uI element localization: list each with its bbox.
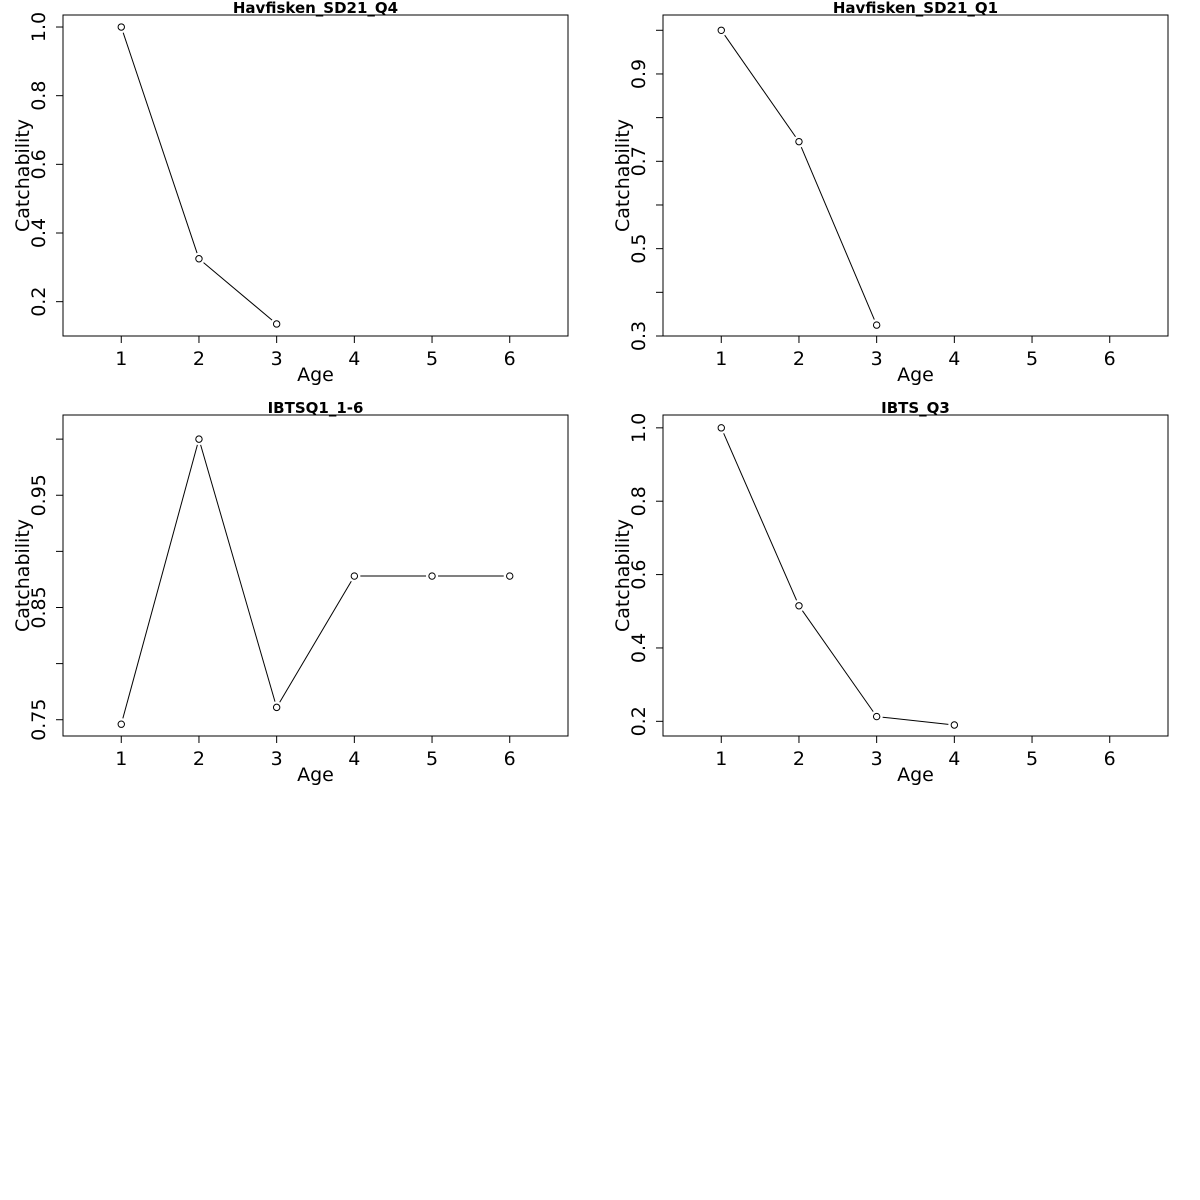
x-tick-label: 4 (348, 348, 360, 370)
y-tick-label: 0.2 (28, 287, 50, 317)
series-segment (882, 716, 949, 725)
y-tick-label: 0.6 (28, 149, 50, 179)
x-tick-label: 2 (793, 348, 805, 370)
plot-frame (662, 414, 1169, 737)
y-tick-label: 0.3 (628, 321, 650, 351)
data-point (872, 321, 881, 329)
y-tick-label: 1.0 (628, 413, 650, 443)
data-point (272, 703, 281, 712)
series-segment (801, 610, 874, 712)
x-tick-label: 3 (871, 348, 883, 370)
plot-frame (662, 14, 1169, 337)
x-tick-label: 4 (948, 348, 960, 370)
chart-panel-2: Havfisken_SD21_Q1 1 2 3 4 5 6 Age 0.3 0.5 0.7 0.9 Ca… (612, 0, 1169, 386)
y-axis-label: Catchability (12, 119, 34, 232)
x-tick-label: 2 (193, 348, 205, 370)
y-tick-label: 0.8 (28, 81, 50, 111)
x-tick-label: 6 (1104, 348, 1116, 370)
data-point (717, 26, 725, 34)
y-tick-label: 0.4 (28, 218, 50, 248)
x-axis-label: Age (297, 364, 334, 386)
y-tick-label: 1.0 (28, 12, 50, 42)
chart-panel-1: Havfisken_SD21_Q4 1 2 3 4 5 6 Age 0.2 0.4 0.6 0.8 1.… (12, 0, 569, 386)
series-segment (279, 580, 352, 703)
data-point (872, 712, 881, 721)
x-axis-label: Age (297, 764, 334, 786)
series-segment (203, 262, 273, 321)
y-tick-label: 0.7 (628, 146, 650, 176)
x-tick-label: 4 (348, 748, 360, 770)
x-tick-label: 5 (1026, 348, 1038, 370)
data-point (950, 721, 959, 729)
y-tick-label: 0.4 (628, 633, 650, 663)
x-tick-label: 1 (715, 748, 727, 770)
chart-title: IBTS_Q3 (881, 399, 950, 417)
series-segment (200, 444, 276, 702)
x-tick-label: 1 (115, 348, 127, 370)
plot-frame (62, 14, 569, 337)
data-point (428, 572, 436, 580)
x-tick-label: 6 (1104, 748, 1116, 770)
series-segment (723, 433, 798, 601)
x-tick-label: 6 (504, 348, 516, 370)
data-point (195, 255, 203, 263)
y-tick-label: 0.9 (628, 59, 650, 89)
data-point (795, 137, 803, 146)
x-tick-label: 3 (271, 748, 283, 770)
x-tick-label: 2 (793, 748, 805, 770)
y-axis-label: Catchability (612, 119, 634, 232)
data-point (272, 320, 281, 328)
chart-panel-3: IBTSQ1_1-6 1 2 3 4 5 6 Age 0.75 0.85 0.95 Catchabil… (12, 399, 569, 786)
series-segment (122, 32, 198, 254)
series-segment (800, 146, 875, 320)
data-point (506, 572, 514, 580)
plot-frame (62, 414, 569, 737)
data-point (795, 602, 803, 610)
x-tick-label: 6 (504, 748, 516, 770)
data-point (117, 720, 125, 728)
chart-title: IBTSQ1_1-6 (268, 399, 364, 417)
series-segment (122, 444, 198, 719)
x-tick-label: 3 (271, 348, 283, 370)
x-tick-label: 5 (1026, 748, 1038, 770)
data-point (717, 424, 725, 432)
y-tick-label: 0.85 (28, 586, 50, 628)
y-tick-label: 0.95 (28, 474, 50, 516)
chart-title: Havfisken_SD21_Q1 (833, 0, 998, 17)
x-axis-label: Age (897, 364, 934, 386)
y-axis-label: Catchability (612, 519, 634, 632)
x-tick-label: 4 (948, 748, 960, 770)
data-point (117, 23, 125, 31)
y-tick-label: 0.2 (628, 706, 650, 736)
data-point (350, 572, 359, 580)
chart-panel-4: IBTS_Q3 1 2 3 4 5 6 Age 0.2 0.4 0.6 0.8 1.0 Catchabil… (612, 399, 1169, 786)
data-point (195, 435, 203, 443)
chart-title: Havfisken_SD21_Q4 (233, 0, 398, 17)
y-tick-label: 0.5 (628, 234, 650, 264)
y-tick-label: 0.6 (628, 559, 650, 589)
y-tick-label: 0.8 (628, 486, 650, 516)
y-axis-label: Catchability (12, 519, 34, 632)
x-tick-label: 1 (715, 348, 727, 370)
x-tick-label: 5 (426, 748, 438, 770)
x-axis-label: Age (897, 764, 934, 786)
series-segment (724, 34, 796, 138)
x-tick-label: 5 (426, 348, 438, 370)
y-tick-label: 0.75 (28, 699, 50, 741)
x-tick-label: 3 (871, 748, 883, 770)
x-tick-label: 2 (193, 748, 205, 770)
x-tick-label: 1 (115, 748, 127, 770)
